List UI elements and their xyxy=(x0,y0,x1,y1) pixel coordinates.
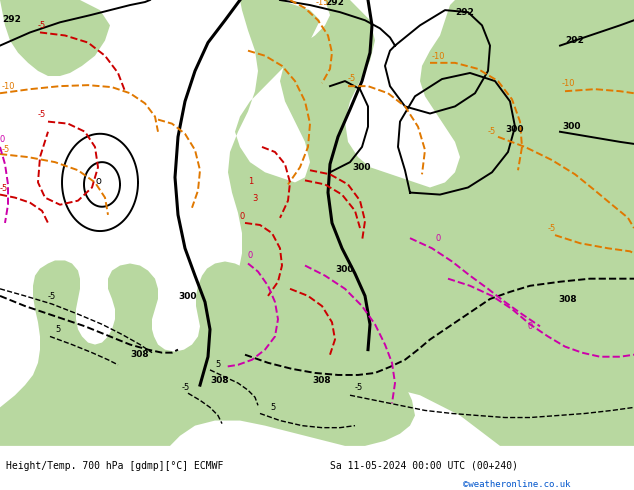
Text: Sa 11-05-2024 00:00 UTC (00+240): Sa 11-05-2024 00:00 UTC (00+240) xyxy=(330,461,518,471)
Text: 5: 5 xyxy=(55,325,60,334)
Polygon shape xyxy=(0,261,415,446)
Text: 0: 0 xyxy=(435,234,440,243)
Polygon shape xyxy=(0,0,110,76)
Text: -5: -5 xyxy=(0,184,8,193)
Text: 0: 0 xyxy=(0,135,5,144)
Text: 292: 292 xyxy=(455,8,474,17)
Text: 308: 308 xyxy=(312,376,330,385)
Text: 300: 300 xyxy=(335,265,354,273)
Text: -5: -5 xyxy=(48,292,56,301)
Text: -5: -5 xyxy=(38,22,46,30)
Text: 300: 300 xyxy=(352,163,370,172)
Polygon shape xyxy=(500,0,634,258)
Text: -5: -5 xyxy=(2,145,10,154)
Text: 0: 0 xyxy=(240,212,245,221)
Text: -5: -5 xyxy=(38,110,46,119)
Text: -10: -10 xyxy=(432,52,446,61)
Text: 292: 292 xyxy=(325,0,344,7)
Text: 300: 300 xyxy=(178,292,197,301)
Text: 300: 300 xyxy=(505,125,524,134)
Text: -5: -5 xyxy=(548,224,556,233)
Text: 5: 5 xyxy=(215,360,220,369)
Text: Height/Temp. 700 hPa [gdmp][°C] ECMWF: Height/Temp. 700 hPa [gdmp][°C] ECMWF xyxy=(6,461,224,471)
Text: 0: 0 xyxy=(528,322,533,331)
Text: 1: 1 xyxy=(248,177,253,186)
Text: -5: -5 xyxy=(488,127,496,136)
Text: 308: 308 xyxy=(210,376,229,385)
Text: o: o xyxy=(96,176,102,186)
Text: -5: -5 xyxy=(182,383,190,392)
Text: 0: 0 xyxy=(248,251,253,260)
Text: -10: -10 xyxy=(2,82,15,91)
Text: -5: -5 xyxy=(355,383,363,392)
Polygon shape xyxy=(228,0,634,446)
Text: -15: -15 xyxy=(316,0,330,7)
Text: 308: 308 xyxy=(558,295,577,304)
Text: 292: 292 xyxy=(565,36,584,45)
Text: -5: -5 xyxy=(348,74,356,83)
Text: -10: -10 xyxy=(562,79,576,88)
Text: ©weatheronline.co.uk: ©weatheronline.co.uk xyxy=(463,480,571,489)
Text: 5: 5 xyxy=(270,403,275,413)
Text: 300: 300 xyxy=(562,122,581,131)
Text: 292: 292 xyxy=(2,15,21,24)
Text: 308: 308 xyxy=(130,350,148,359)
Text: 3: 3 xyxy=(252,194,257,203)
